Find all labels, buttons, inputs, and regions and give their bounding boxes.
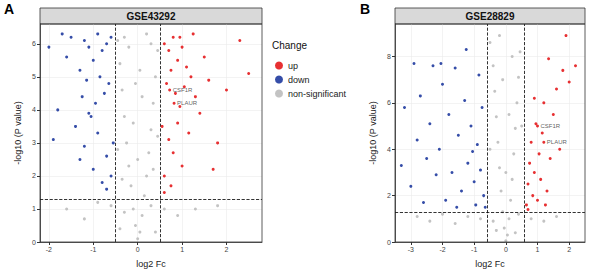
svg-text:6: 6 (387, 99, 391, 106)
svg-text:3: 3 (32, 139, 36, 146)
svg-text:1: 1 (180, 246, 184, 253)
svg-text:0: 0 (504, 246, 508, 253)
svg-text:-1: -1 (90, 246, 96, 253)
svg-text:-2: -2 (46, 246, 52, 253)
svg-text:-1: -1 (471, 246, 477, 253)
svg-text:-log10 (P value): -log10 (P value) (368, 101, 378, 164)
svg-text:log2 Fc: log2 Fc (136, 259, 166, 269)
svg-text:0: 0 (387, 239, 391, 246)
svg-text:GSE43292: GSE43292 (127, 11, 176, 22)
svg-text:down: down (288, 75, 310, 85)
svg-text:-3: -3 (408, 246, 414, 253)
svg-text:CSF1R: CSF1R (541, 123, 561, 129)
svg-text:CSF1R: CSF1R (173, 87, 193, 93)
svg-text:5: 5 (32, 73, 36, 80)
svg-text:non-significant: non-significant (288, 89, 347, 99)
svg-text:B: B (360, 1, 370, 17)
svg-text:PLAUR: PLAUR (177, 100, 198, 106)
svg-text:2: 2 (567, 246, 571, 253)
svg-text:4: 4 (387, 146, 391, 153)
svg-text:0: 0 (136, 246, 140, 253)
svg-text:Change: Change (272, 40, 307, 51)
svg-text:0: 0 (32, 239, 36, 246)
svg-text:-log10 (P value): -log10 (P value) (13, 101, 23, 164)
svg-text:up: up (288, 61, 298, 71)
svg-text:2: 2 (32, 172, 36, 179)
svg-text:6: 6 (32, 40, 36, 47)
svg-text:1: 1 (32, 205, 36, 212)
svg-text:2: 2 (225, 246, 229, 253)
svg-text:PLAUR: PLAUR (547, 139, 568, 145)
svg-text:8: 8 (387, 53, 391, 60)
svg-text:A: A (4, 1, 14, 17)
svg-text:log2 Fc: log2 Fc (475, 259, 505, 269)
svg-text:4: 4 (32, 106, 36, 113)
svg-text:1: 1 (536, 246, 540, 253)
svg-text:2: 2 (387, 192, 391, 199)
svg-text:-2: -2 (439, 246, 445, 253)
svg-text:GSE28829: GSE28829 (466, 11, 515, 22)
